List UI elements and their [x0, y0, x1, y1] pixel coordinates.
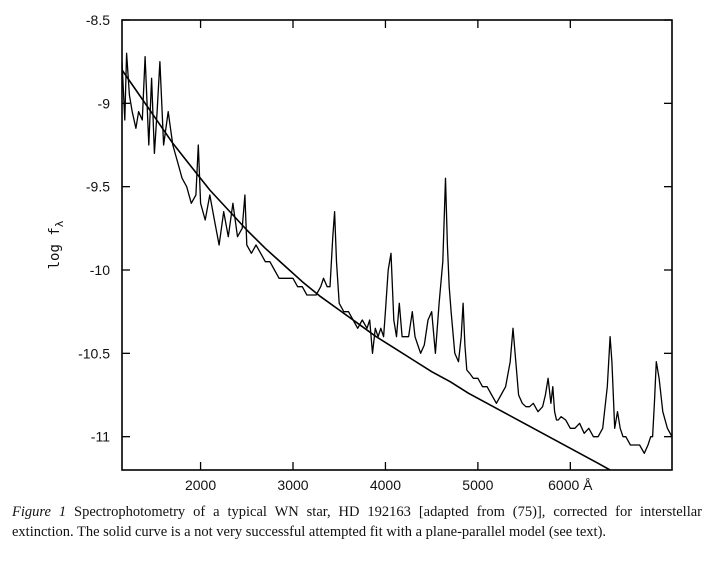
x-tick-label: 4000 — [370, 477, 401, 493]
y-tick-label: -11 — [91, 429, 110, 445]
y-axis-label-subscript: λ — [53, 220, 66, 227]
model-fit-curve — [122, 69, 611, 470]
y-tick-label: -9.5 — [86, 179, 110, 195]
x-tick-label: 5000 — [462, 477, 493, 493]
y-tick-label: -9 — [98, 95, 111, 111]
figure-caption: Figure 1 Spectrophotometry of a typical … — [12, 502, 702, 542]
y-tick-label: -8.5 — [86, 12, 110, 28]
plot-frame — [121, 19, 673, 471]
caption-label: Figure 1 — [12, 504, 67, 520]
x-tick-label: 2000 — [185, 477, 216, 493]
y-tick-label: -10 — [90, 262, 110, 278]
y-axis-label: log fλ — [47, 220, 66, 269]
observed-spectrum-line — [122, 52, 672, 454]
x-tick-label: 3000 — [277, 477, 308, 493]
y-axis-label-main: log f — [47, 227, 63, 269]
x-tick-label: 6000 Å — [548, 477, 593, 493]
caption-text: Spectrophotometry of a typical WN star, … — [12, 504, 702, 540]
spectrum-chart: 2000 3000 4000 5000 6000 Å -8.5 -9 -9.5 -10 -10.5… — [47, 12, 673, 493]
y-tick-label: -10.5 — [78, 345, 110, 361]
